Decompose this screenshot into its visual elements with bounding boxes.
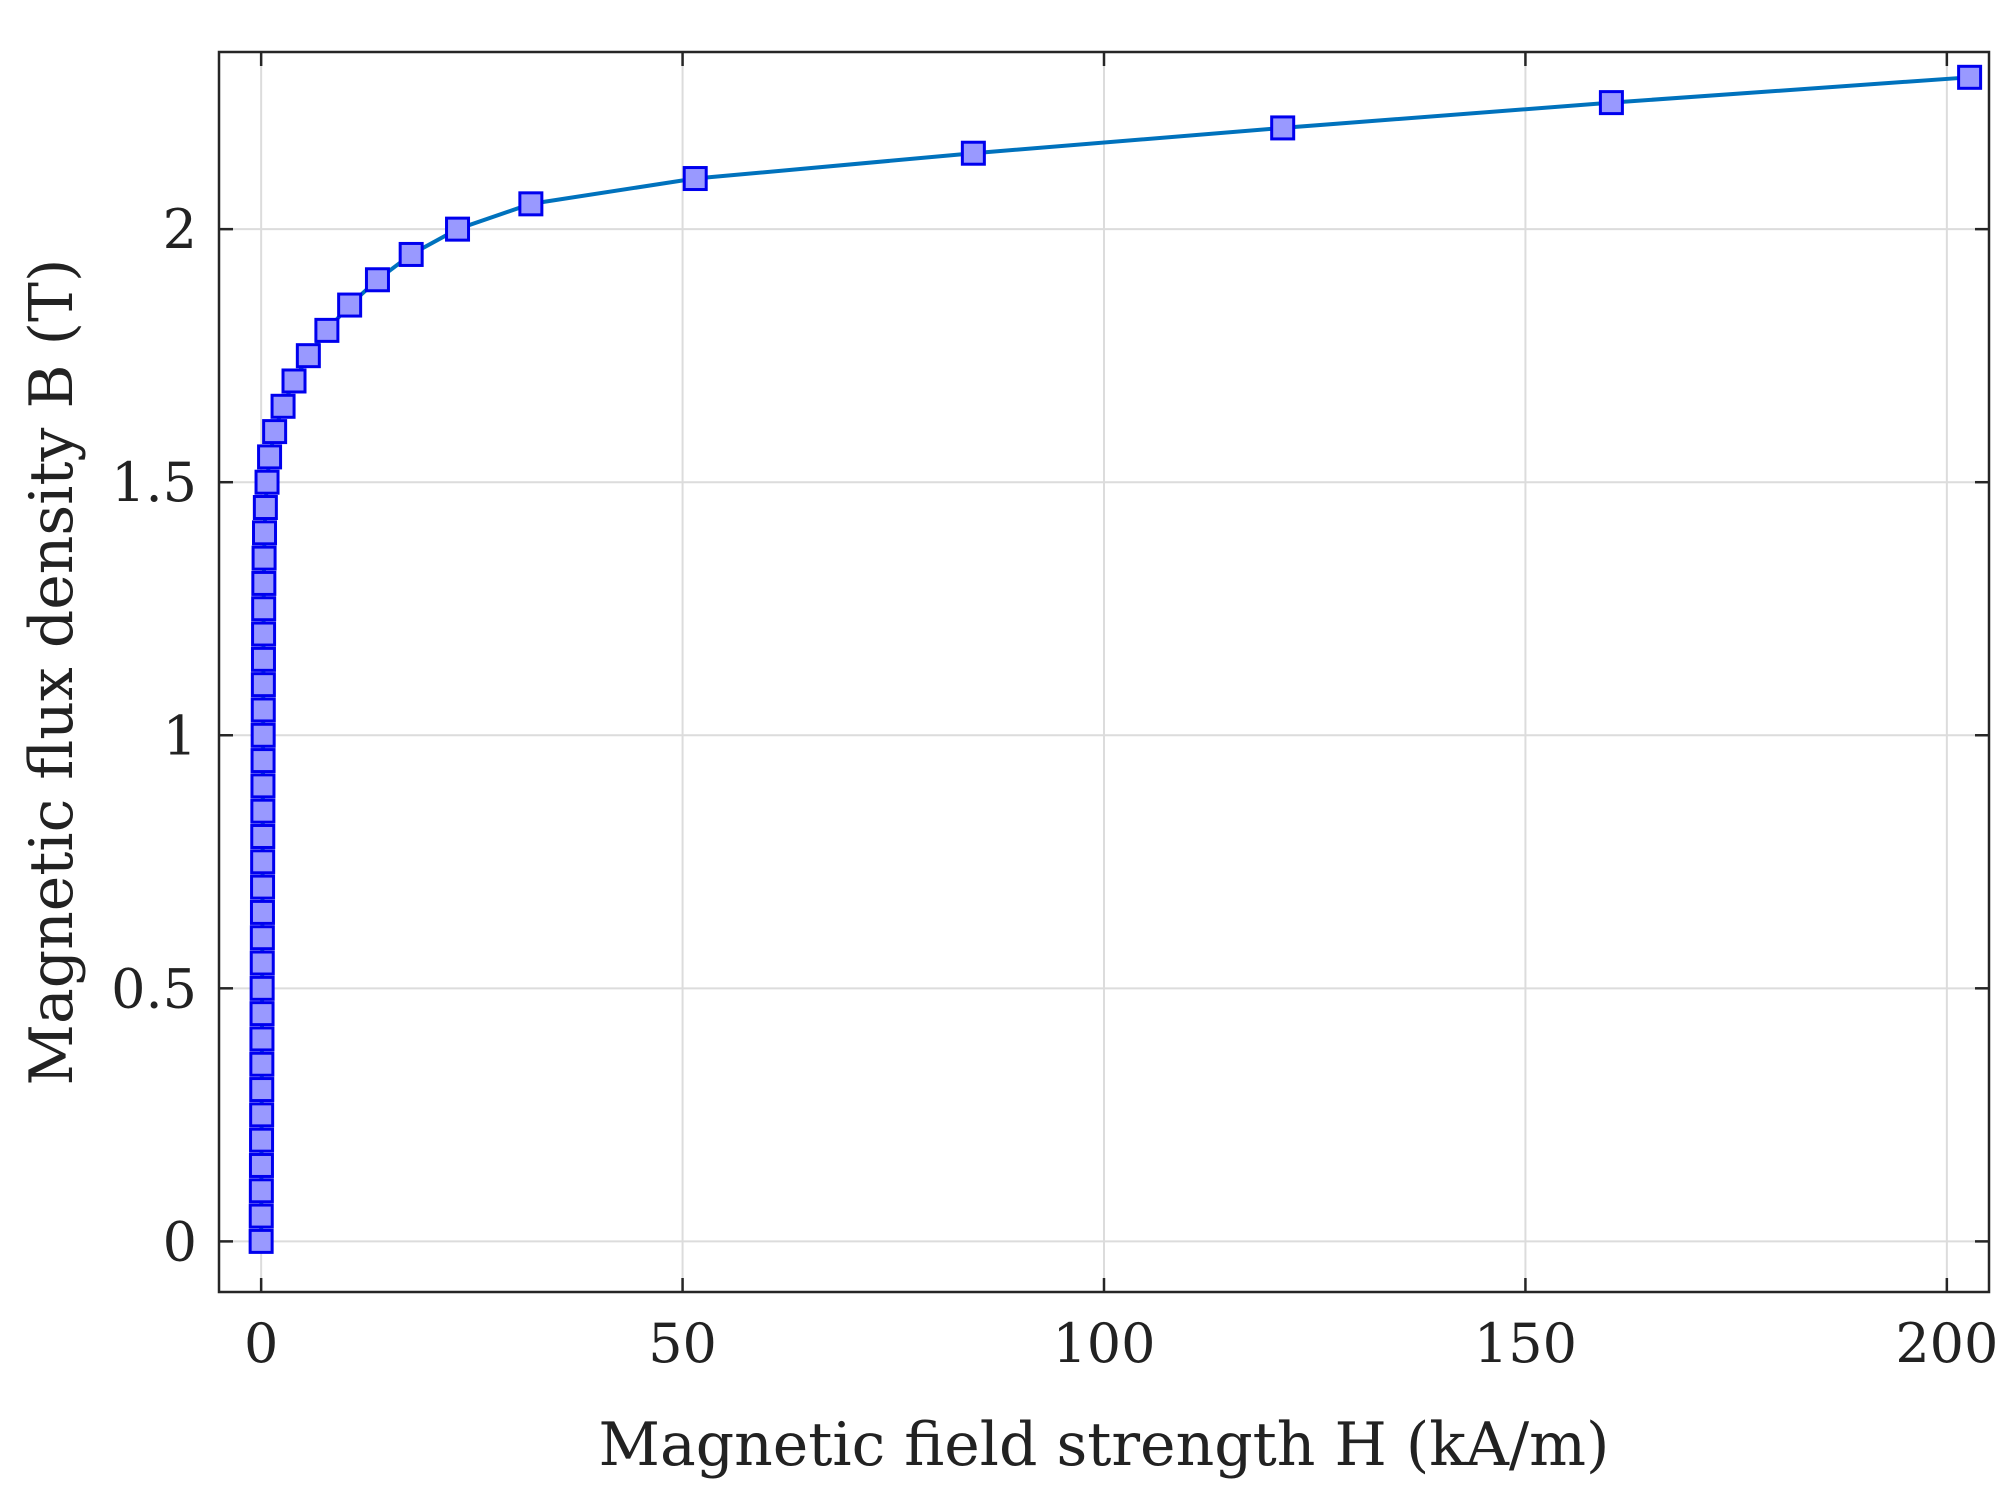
x-tick-label: 200: [1895, 1312, 1998, 1375]
x-tick-label: 100: [1052, 1312, 1155, 1375]
x-axis-title: Magnetic field strength H (kA/m): [599, 1410, 1610, 1480]
plot-frame: [217, 50, 1991, 1294]
y-tick-label: 2: [163, 198, 197, 261]
data-point-marker: [398, 241, 424, 267]
grid: [219, 52, 1989, 1292]
data-point-marker: [252, 520, 278, 546]
data-point-marker: [250, 874, 276, 900]
data-point-marker: [250, 773, 276, 799]
y-tick-label: 0: [163, 1210, 197, 1273]
data-point-marker: [270, 393, 296, 419]
tick-marks: [219, 52, 1989, 1292]
data-point-marker: [249, 1051, 275, 1077]
data-point-marker: [262, 419, 288, 445]
data-point-marker: [518, 191, 544, 217]
data-point-marker: [281, 368, 307, 394]
series-layer: [248, 64, 1983, 1254]
data-point-marker: [337, 292, 363, 318]
y-axis-title: Magnetic flux density B (T): [17, 259, 87, 1086]
data-point-marker: [251, 596, 277, 622]
data-point-marker: [250, 798, 276, 824]
data-point-marker: [1957, 64, 1983, 90]
y-tick-label: 0.5: [111, 957, 197, 1020]
data-point-marker: [1598, 90, 1624, 116]
data-point-marker: [249, 1077, 275, 1103]
data-point-marker: [249, 925, 275, 951]
data-point-marker: [254, 469, 280, 495]
data-point-marker: [250, 722, 276, 748]
data-point-marker: [249, 1127, 275, 1153]
data-point-marker: [251, 545, 277, 571]
data-point-marker: [682, 166, 708, 192]
y-tick-label: 1.5: [111, 451, 197, 514]
data-point-marker: [252, 495, 278, 521]
series-line: [259, 75, 1970, 1242]
data-point-marker: [960, 140, 986, 166]
x-tick-label: 150: [1474, 1312, 1577, 1375]
data-point-marker: [248, 1152, 274, 1178]
data-point-marker: [364, 267, 390, 293]
data-point-marker: [445, 216, 471, 242]
data-point-marker: [251, 570, 277, 596]
data-point-marker: [249, 1026, 275, 1052]
data-point-marker: [248, 1178, 274, 1204]
data-point-marker: [250, 849, 276, 875]
data-point-marker: [1270, 115, 1296, 141]
data-point-marker: [248, 1228, 274, 1254]
data-point-marker: [250, 748, 276, 774]
data-point-marker: [257, 444, 283, 470]
x-tick-label: 50: [648, 1312, 717, 1375]
data-point-marker: [249, 1102, 275, 1128]
data-point-marker: [250, 697, 276, 723]
tick-labels: 0 50 100 150 200 0 0.5 1 1.5 2: [111, 198, 1998, 1375]
data-point-marker: [251, 621, 277, 647]
data-point-marker: [248, 1203, 274, 1229]
data-point-marker: [314, 317, 340, 343]
data-point-marker: [249, 899, 275, 925]
x-tick-label: 0: [244, 1312, 278, 1375]
data-point-marker: [250, 823, 276, 849]
data-point-marker: [249, 975, 275, 1001]
data-point-marker: [250, 646, 276, 672]
data-point-marker: [250, 672, 276, 698]
data-point-marker: [249, 1001, 275, 1027]
data-point-marker: [249, 950, 275, 976]
y-tick-label: 1: [163, 704, 197, 767]
data-point-marker: [295, 343, 321, 369]
